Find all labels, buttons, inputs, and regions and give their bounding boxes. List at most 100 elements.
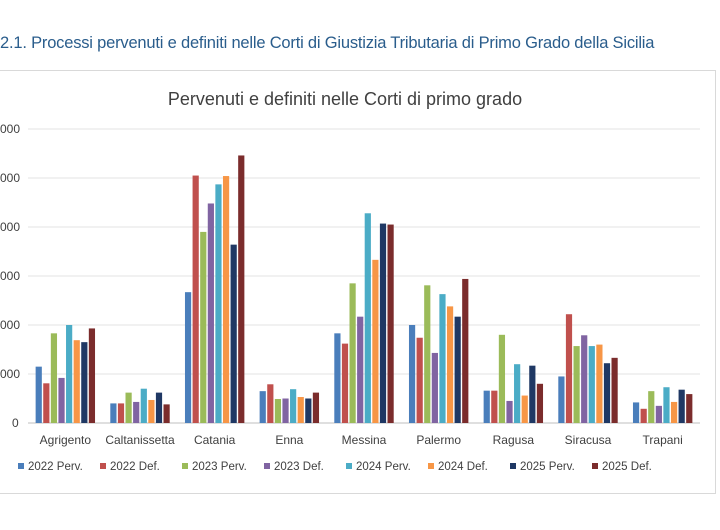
- bars: [35, 155, 693, 423]
- bar: [364, 213, 371, 423]
- bar: [58, 377, 65, 423]
- x-category-label: Siracusa: [565, 433, 612, 447]
- bar: [416, 337, 423, 423]
- y-tick-label: 000: [0, 318, 20, 332]
- bar: [222, 176, 230, 423]
- bar: [305, 398, 312, 423]
- bar: [66, 325, 73, 423]
- bar: [192, 175, 199, 423]
- legend-label: 2024 Perv.: [356, 461, 411, 473]
- bar: [408, 325, 416, 423]
- x-category-label: Agrigento: [40, 433, 92, 447]
- legend-label: 2022 Def.: [110, 461, 160, 473]
- bar: [424, 285, 431, 423]
- y-tick-label: 000: [0, 220, 20, 234]
- legend-swatch: [592, 463, 598, 469]
- gridlines: [28, 128, 700, 424]
- bar: [581, 335, 588, 423]
- bar: [588, 346, 595, 423]
- x-category-label: Ragusa: [493, 433, 535, 447]
- bar: [491, 390, 498, 423]
- bar: [133, 401, 140, 423]
- bar: [184, 292, 192, 423]
- bar: [678, 389, 685, 423]
- bar: [536, 383, 544, 423]
- bar: [454, 316, 461, 423]
- bar: [73, 340, 80, 423]
- bar: [663, 387, 670, 423]
- bar: [603, 363, 611, 423]
- legend-swatch: [264, 463, 270, 469]
- x-category-label: Messina: [342, 433, 387, 447]
- bar: [498, 334, 506, 423]
- x-category-label: Trapani: [643, 433, 683, 447]
- legend-label: 2022 Perv.: [28, 461, 83, 473]
- x-category-label: Caltanissetta: [105, 433, 175, 447]
- legend-label: 2023 Def.: [274, 461, 324, 473]
- legend-swatch: [346, 463, 352, 469]
- bar: [334, 333, 341, 423]
- y-tick-label: 0: [12, 416, 19, 430]
- y-tick-label: 000: [0, 367, 20, 381]
- bar: [215, 184, 222, 423]
- bar: [148, 399, 155, 423]
- bar: [573, 346, 580, 423]
- bar: [462, 278, 469, 423]
- y-tick-label: 000: [0, 171, 20, 185]
- bar: [372, 259, 379, 423]
- x-category-label: Palermo: [416, 433, 461, 447]
- bar: [357, 316, 364, 423]
- bar: [163, 404, 170, 423]
- bar: [648, 391, 655, 423]
- x-axis-categories: Agrigento Caltanissetta Catania Enna Messina…: [40, 433, 683, 447]
- bar: [140, 388, 147, 423]
- bar: [110, 403, 117, 423]
- bar: [506, 400, 513, 423]
- bar: [431, 352, 438, 423]
- chart-title: Pervenuti e definiti nelle Corti di prim…: [168, 89, 522, 109]
- x-category-label: Catania: [194, 433, 236, 447]
- legend-swatch: [18, 463, 24, 469]
- y-tick-label: 000: [0, 269, 20, 283]
- chart-frame: Pervenuti e definiti nelle Corti di prim…: [0, 70, 716, 494]
- legend-swatch: [100, 463, 106, 469]
- bar: [670, 401, 678, 423]
- bar: [632, 402, 640, 423]
- legend-label: 2025 Perv.: [520, 461, 575, 473]
- bar: [349, 283, 356, 423]
- bar: [43, 383, 50, 423]
- legend-label: 2025 Def.: [602, 461, 652, 473]
- bar: [387, 224, 394, 423]
- y-tick-label: 000: [0, 122, 20, 136]
- bar: [207, 203, 214, 423]
- bar: [596, 344, 603, 423]
- bar: [341, 343, 349, 423]
- bar: [611, 357, 618, 423]
- legend-swatch: [182, 463, 188, 469]
- figure-caption: 2.1. Processi pervenuti e definiti nelle…: [0, 34, 655, 52]
- legend-label: 2023 Perv.: [192, 461, 247, 473]
- bar: [274, 398, 282, 423]
- legend-swatch: [510, 463, 516, 469]
- bar: [312, 392, 320, 423]
- bar: [379, 223, 387, 423]
- bar: [290, 389, 297, 423]
- bar: [439, 294, 446, 423]
- bar: [521, 395, 528, 423]
- x-category-label: Enna: [275, 433, 303, 447]
- bar: [155, 392, 163, 423]
- legend-swatch: [428, 463, 434, 469]
- bar-chart: Pervenuti e definiti nelle Corti di prim…: [0, 89, 700, 473]
- bar: [50, 333, 58, 423]
- bar: [88, 328, 96, 423]
- bar: [200, 231, 207, 423]
- bar: [259, 391, 266, 423]
- bar: [514, 364, 521, 423]
- bar: [529, 365, 536, 423]
- bar: [117, 403, 125, 423]
- bar: [483, 390, 490, 423]
- bar: [558, 376, 565, 423]
- legend: 2022 Perv. 2022 Def. 2023 Perv. 2023 Def. 20…: [18, 461, 652, 473]
- bar: [686, 394, 693, 423]
